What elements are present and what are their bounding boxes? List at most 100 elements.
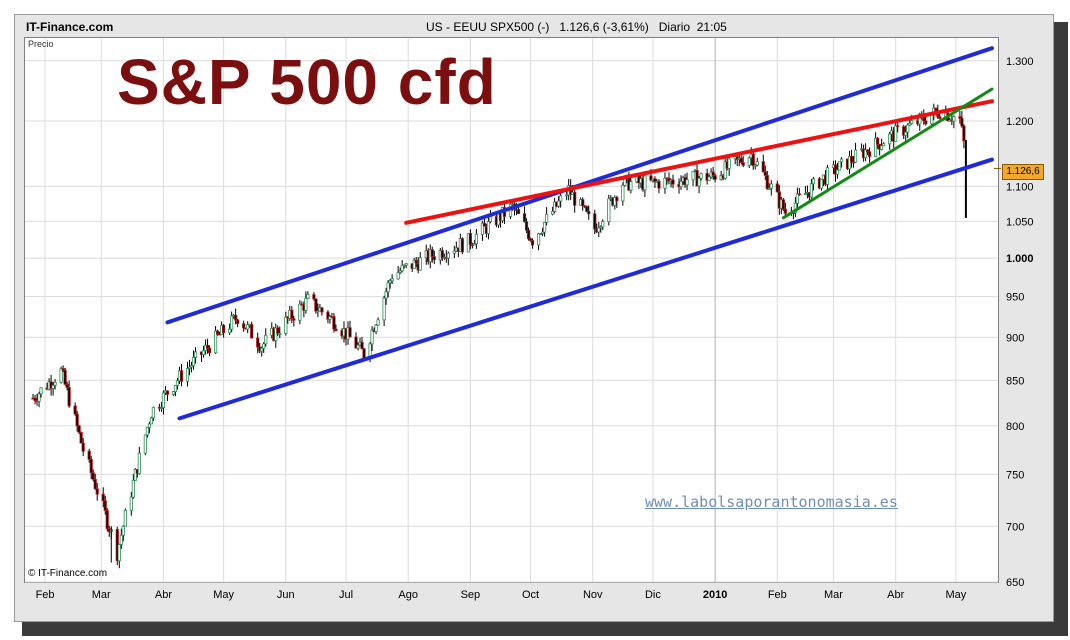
candle-body (362, 348, 366, 359)
candle-body (452, 250, 456, 254)
candle-body (593, 213, 597, 230)
candle-body (573, 191, 577, 206)
candle-body (59, 368, 63, 383)
candle-body (902, 126, 906, 136)
candle-body (276, 327, 280, 334)
candle-body (480, 222, 485, 235)
candle-body (910, 120, 914, 124)
candle-body (767, 187, 771, 190)
candle-body (699, 172, 703, 179)
candle-body (723, 161, 727, 179)
candle-body (797, 193, 801, 196)
candle-body (538, 233, 543, 235)
candle-body (119, 534, 123, 545)
x-tick-label: Feb (768, 589, 787, 601)
candle-body (61, 368, 65, 371)
candle-body (312, 294, 316, 300)
candle-body (222, 324, 226, 334)
candle-body (201, 350, 206, 356)
candle-body (833, 164, 838, 175)
candle-body (205, 344, 210, 349)
candle-body (607, 198, 611, 222)
candle-body (551, 211, 555, 215)
candle-body (908, 123, 912, 126)
candle-body (863, 149, 868, 159)
candle-body (601, 221, 605, 228)
y-tick-label: 1.000 (1006, 253, 1034, 265)
candle-body (360, 341, 364, 350)
candle-body (187, 366, 192, 369)
candle-body (755, 161, 759, 166)
candle-body (63, 369, 67, 385)
candle-body (440, 250, 444, 259)
candle-body (751, 153, 755, 167)
candle-body (173, 385, 178, 392)
candle-body (536, 233, 541, 246)
candle-body (894, 125, 898, 142)
candle-body (460, 238, 464, 253)
candle-body (374, 324, 378, 333)
candle-body (516, 209, 521, 215)
candle-body (103, 500, 107, 511)
candle-body (354, 336, 358, 349)
candle-body (185, 368, 190, 382)
candle-body (876, 137, 880, 145)
candle-body (89, 458, 93, 474)
candle-body (747, 157, 751, 166)
candle-body (91, 472, 95, 480)
candle-body (530, 240, 535, 246)
candle-body (93, 478, 97, 490)
candle-body (960, 117, 964, 127)
candle-body (819, 179, 824, 189)
candle-body (171, 391, 176, 395)
last-price-badge: 1.126,6 (1002, 164, 1044, 180)
candle-body (613, 197, 617, 206)
candle-body (334, 328, 338, 332)
candle-body (262, 343, 266, 349)
y-axis-label: Precio (28, 39, 54, 49)
candle-body (581, 199, 585, 207)
candle-body (304, 297, 308, 311)
candle-body (629, 181, 633, 191)
candle-body (727, 158, 731, 169)
x-tick-label: Feb (36, 589, 55, 601)
short-support-line (781, 87, 994, 220)
candle-body (143, 434, 147, 454)
x-tick-label: Ago (398, 589, 418, 601)
x-tick-label: Mar (824, 589, 843, 601)
plot-area (24, 37, 999, 583)
x-tick-label: Sep (461, 589, 481, 601)
y-tick-label: 1.200 (1006, 116, 1034, 128)
candle-body (390, 278, 394, 282)
candle-body (256, 337, 260, 348)
candle-body (540, 231, 545, 234)
x-tick-label: Abr (887, 589, 904, 601)
candle-body (896, 125, 900, 128)
candle-body (874, 137, 878, 157)
candle-body (145, 426, 149, 436)
candle-body (557, 200, 561, 207)
candle-body (783, 208, 787, 214)
y-tick-label: 900 (1006, 332, 1024, 344)
candle-body (137, 452, 141, 475)
candle-body (781, 199, 785, 210)
candle-body (159, 407, 164, 409)
candle-body (402, 264, 406, 267)
candle-body (934, 107, 938, 112)
candle-body (165, 390, 170, 395)
candle-body (87, 450, 91, 460)
candle-body (67, 387, 71, 407)
y-tick-label: 1.100 (1006, 181, 1034, 193)
candle-body (175, 380, 180, 386)
candle-body (849, 156, 854, 163)
y-tick-label: 1.050 (1006, 216, 1034, 228)
watermark-link[interactable]: www.labolsaporantonomasia.es (645, 493, 898, 511)
candle-body (888, 133, 892, 145)
candle-body (298, 303, 302, 321)
x-tick-label: May (213, 589, 234, 601)
candle-body (332, 316, 336, 330)
candle-body (75, 413, 79, 427)
candle-body (53, 381, 57, 386)
candle-body (835, 169, 840, 175)
